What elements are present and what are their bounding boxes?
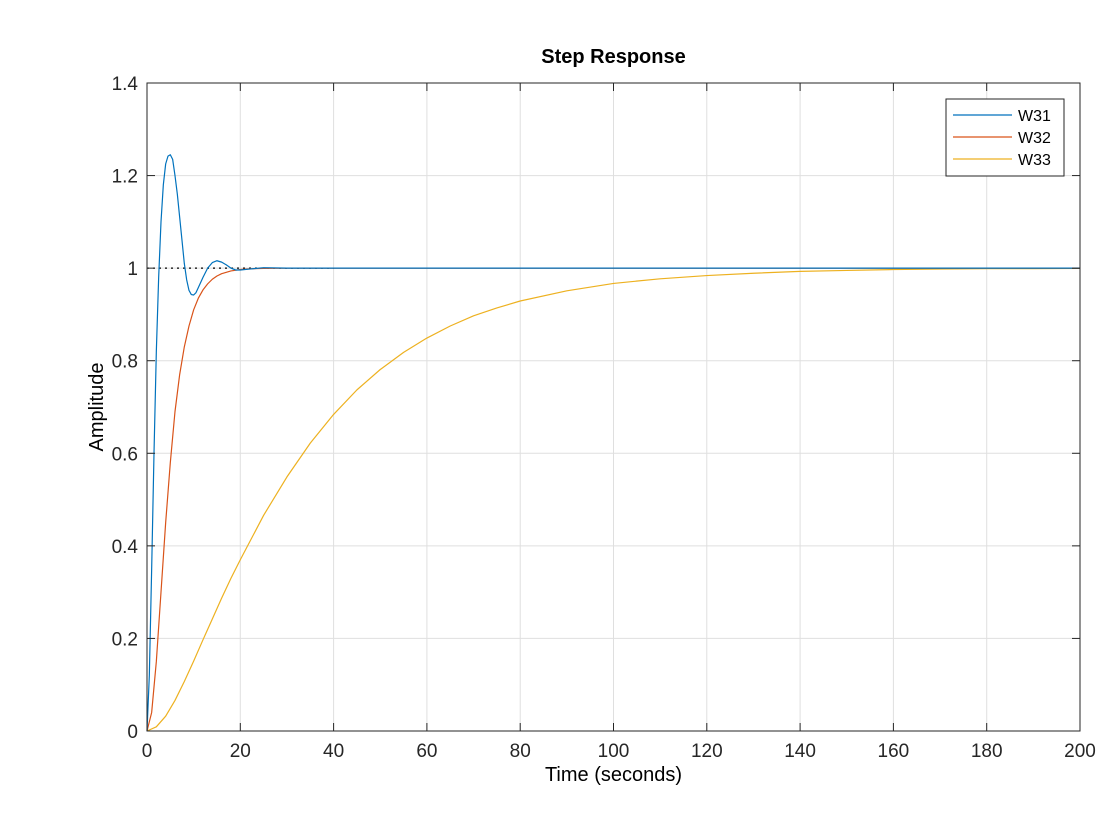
x-tick-label: 20 — [230, 741, 251, 762]
y-axis-label: Amplitude — [86, 363, 108, 452]
x-tick-label: 100 — [598, 741, 630, 762]
y-tick-label: 0.8 — [112, 352, 138, 373]
x-tick-label: 80 — [510, 741, 531, 762]
x-tick-label: 120 — [691, 741, 723, 762]
x-tick-label: 0 — [142, 741, 153, 762]
series-line-w31 — [146, 154, 1080, 732]
y-tick-label: 0.6 — [112, 444, 138, 465]
x-tick-label: 140 — [784, 741, 816, 762]
y-tick-label: 1.4 — [112, 74, 139, 95]
legend-label-w32: W32 — [1018, 130, 1051, 147]
x-axis-label: Time (seconds) — [545, 764, 682, 786]
y-tick-label: 1 — [127, 259, 138, 280]
legend: W31 W32 W33 — [945, 98, 1065, 177]
legend-label-w31: W31 — [1018, 108, 1051, 125]
chart-title: Step Response — [541, 46, 685, 68]
x-tick-label: 60 — [416, 741, 437, 762]
legend-label-w33: W33 — [1018, 152, 1051, 169]
series-lines — [146, 154, 1081, 732]
y-tick-label: 0 — [127, 722, 138, 743]
x-tick-label: 160 — [878, 741, 910, 762]
x-tick-label: 40 — [323, 741, 344, 762]
x-tick-label: 200 — [1064, 741, 1096, 762]
y-tick-label: 0.2 — [112, 629, 138, 650]
x-tick-label: 180 — [971, 741, 1003, 762]
series-line-w33 — [146, 267, 1081, 732]
axis-ticks: 0 20 40 60 80 100 120 140 160 180 200 0 0.2 0.4 0.6 0.8… — [112, 74, 1096, 762]
y-tick-label: 1.2 — [112, 167, 138, 188]
y-tick-label: 0.4 — [112, 537, 139, 558]
